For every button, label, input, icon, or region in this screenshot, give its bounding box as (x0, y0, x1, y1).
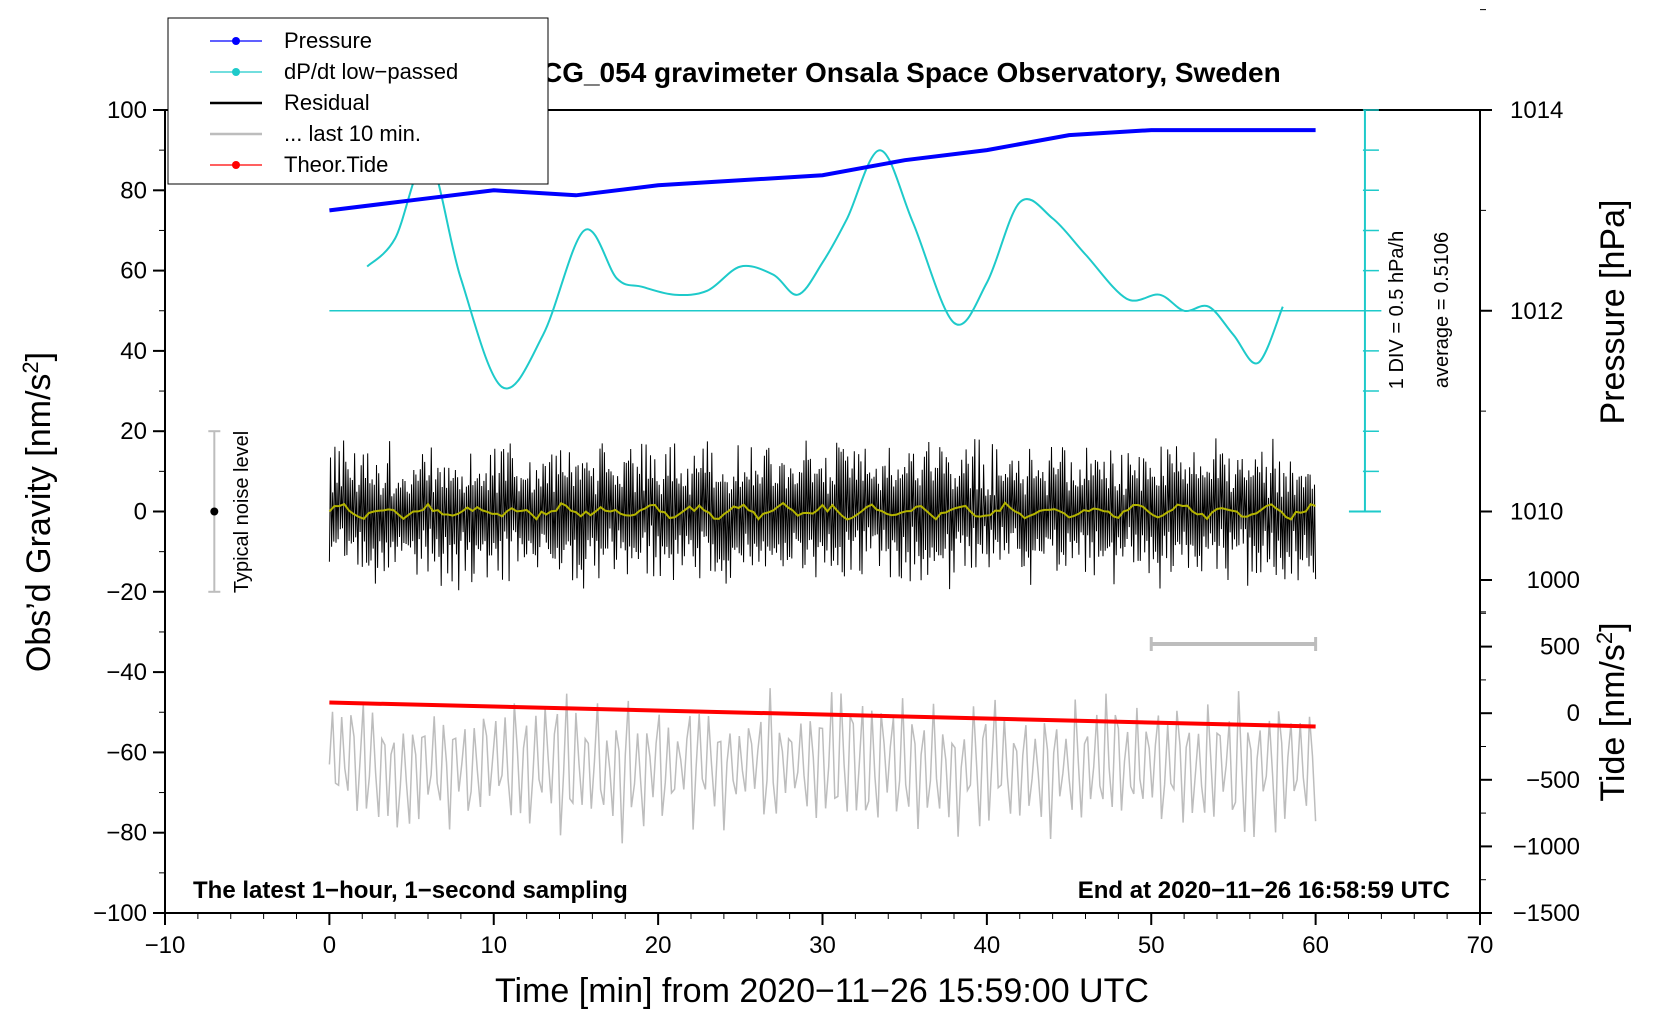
annotation-end-time: End at 2020−11−26 16:58:59 UTC (1078, 877, 1450, 904)
y-axis-label-gravity: Obs’d Gravity [nm/s2] (18, 352, 58, 672)
legend-swatch-marker (232, 161, 240, 169)
y-tick-label: 60 (120, 258, 147, 285)
pressure-tick-label: 1012 (1510, 298, 1563, 325)
x-tick-label: 20 (645, 932, 672, 959)
legend-label: dP/dt low−passed (284, 59, 458, 84)
legend-label: Theor.Tide (284, 152, 388, 177)
y-tick-label: −100 (93, 900, 147, 927)
noise-bar-dot (210, 507, 219, 516)
pressure-tick-label: 1014 (1510, 97, 1563, 124)
tide-tick-label: −500 (1526, 767, 1580, 794)
last-10-min-line (328, 688, 1317, 844)
tide-tick-label: 0 (1567, 700, 1580, 727)
x-tick-label: 70 (1467, 932, 1494, 959)
x-tick-label: −10 (145, 932, 186, 959)
x-tick-label: 10 (480, 932, 507, 959)
x-tick-label: 40 (974, 932, 1001, 959)
y-axis-label-pressure: Pressure [hPa] (1594, 200, 1632, 425)
x-tick-label: 60 (1302, 932, 1329, 959)
y-tick-label: −40 (106, 659, 147, 686)
pressure-line (329, 128, 1316, 213)
x-tick-label: 30 (809, 932, 836, 959)
residual-smoothed-line (328, 501, 1316, 521)
tide-line (329, 700, 1316, 729)
chart-title: SCG_054 gravimeter Onsala Space Observat… (523, 57, 1280, 88)
decoration-layer (208, 109, 1381, 651)
y-tick-label: −80 (106, 820, 147, 847)
y-tick-label: 100 (107, 97, 147, 124)
y-tick-label: 20 (120, 418, 147, 445)
y-tick-label: 0 (134, 499, 147, 526)
annotation-sampling: The latest 1−hour, 1−second sampling (193, 877, 628, 904)
y-tick-label: −60 (106, 739, 147, 766)
tide-tick-label: 1000 (1527, 567, 1580, 594)
legend: Pressure dP/dt low−passed Residual ... last… (167, 17, 549, 185)
y-tick-label: −20 (106, 579, 147, 606)
pressure-axis-ticks: 1010 1012 1014 (1480, 9, 1563, 613)
legend-label: Residual (284, 90, 370, 115)
scale-bar-div-label: 1 DIV = 0.5 hPa/h (1386, 231, 1408, 389)
y-axis-label-tide: Tide [nm/s2] (1592, 622, 1632, 801)
tide-tick-label: 500 (1540, 634, 1580, 661)
legend-label: Pressure (284, 28, 372, 53)
dpdt-line (366, 149, 1284, 390)
legend-label: ... last 10 min. (284, 121, 421, 146)
x-tick-label: 0 (323, 932, 336, 959)
noise-level-label: Typical noise level (231, 431, 253, 593)
legend-swatch-marker (232, 68, 240, 76)
tide-axis-ticks: −1500 −1000 −500 0 500 1000 (1480, 567, 1580, 927)
tide-tick-label: −1000 (1513, 833, 1580, 860)
y-tick-label: 80 (120, 177, 147, 204)
pressure-tick-label: 1010 (1510, 499, 1563, 526)
x-axis-label: Time [min] from 2020−11−26 15:59:00 UTC (495, 972, 1149, 1010)
x-tick-label: 50 (1138, 932, 1165, 959)
x-axis-ticks: −10 0 10 20 30 40 50 60 70 (145, 913, 1494, 959)
legend-swatch-marker (232, 37, 240, 45)
y-tick-label: 40 (120, 338, 147, 365)
scale-bar-average-label: average = 0.5106 (1431, 232, 1453, 388)
y-axis-ticks: −100 −80 −60 −40 −20 0 20 40 60 80 100 (93, 97, 165, 927)
residual-line (328, 438, 1317, 591)
legend-box (167, 17, 549, 185)
series-layer (328, 128, 1382, 844)
tide-tick-label: −1500 (1513, 900, 1580, 927)
